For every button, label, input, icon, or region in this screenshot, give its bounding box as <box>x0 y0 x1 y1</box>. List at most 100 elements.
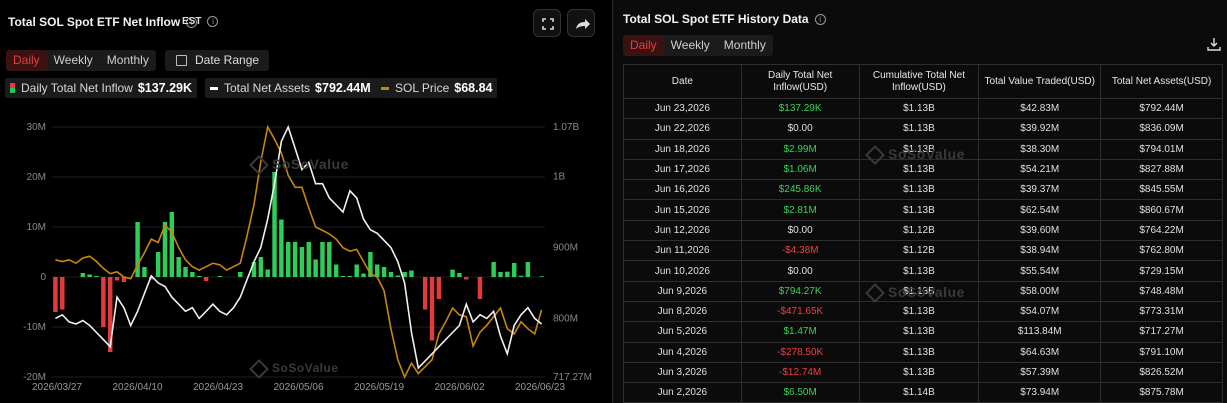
table-row[interactable]: Jun 3,2026 -$12.74M $1.13B $57.39M $826.52M <box>623 361 1223 384</box>
legend-value: $792.44M <box>315 81 371 95</box>
cell-cumulative: $1.13B <box>858 341 980 363</box>
cell-date: Jun 18,2026 <box>623 138 742 160</box>
table-row[interactable]: Jun 12,2026 $0.00 $1.12B $39.60M $764.22M <box>623 219 1223 242</box>
watermark: SoSoValue <box>865 145 965 166</box>
inflow-bar <box>286 242 291 277</box>
cell-daily-inflow: -$12.74M <box>740 361 860 384</box>
net-inflow-chart[interactable]: 30M 20M 10M 0 -10M -20M 1.07B 1B 900M 800M 717.27M… <box>0 110 612 403</box>
table-row[interactable]: Jun 15,2026 $2.81M $1.13B $62.54M $860.67M <box>623 199 1223 221</box>
cell-daily-inflow: $0.00 <box>740 260 860 282</box>
share-icon <box>576 19 590 29</box>
table-row[interactable]: Jun 22,2026 $0.00 $1.13B $39.92M $836.09M <box>623 118 1223 140</box>
inflow-bar <box>107 277 113 352</box>
inflow-bar <box>539 276 544 277</box>
legend-net-inflow[interactable]: Daily Total Net Inflow $137.29K <box>5 78 198 98</box>
legend-label: Total Net Assets <box>224 81 311 95</box>
y-tick-label: 30M <box>27 122 46 133</box>
inflow-bar <box>190 272 195 277</box>
inflow-bar <box>429 277 435 341</box>
fullscreen-icon <box>542 18 554 30</box>
x-tick-label: 2026/06/23 <box>515 382 565 393</box>
cell-date: Jun 22,2026 <box>623 118 742 140</box>
watermark-bottom: SoSoValue <box>249 358 339 379</box>
inflow-bar <box>60 277 65 310</box>
y2-tick-label: 900M <box>553 242 578 253</box>
inflow-bar <box>155 252 161 277</box>
tab-daily[interactable]: Daily <box>6 50 47 71</box>
info-icon[interactable]: i <box>186 17 198 29</box>
legend-label: Daily Total Net Inflow <box>21 81 133 95</box>
table-row[interactable]: Jun 2,2026 $6.50M $1.14B $73.94M $875.78M <box>623 382 1223 403</box>
cell-net-assets: $773.31M <box>1100 300 1223 323</box>
table-row[interactable]: Jun 10,2026 $0.00 $1.13B $55.54M $729.15M <box>623 260 1223 282</box>
cell-value-traded: $54.21M <box>978 158 1102 181</box>
inflow-bar <box>422 277 428 310</box>
cell-cumulative: $1.12B <box>858 219 980 242</box>
fullscreen-button[interactable] <box>533 9 561 37</box>
cell-daily-inflow: $794.27K <box>740 280 860 302</box>
tab-monthly[interactable]: Monthly <box>723 38 766 52</box>
tab-daily[interactable]: Daily <box>623 35 664 56</box>
tab-weekly[interactable]: Weekly <box>53 53 93 67</box>
inflow-bar <box>299 247 305 277</box>
inflow-bar <box>114 277 120 281</box>
col-value-traded[interactable]: Total Value Traded(USD) <box>978 64 1102 99</box>
inflow-bar <box>203 277 209 281</box>
assets-swatch <box>210 86 218 90</box>
history-period-tabs: Daily Weekly Monthly <box>623 35 773 56</box>
x-tick-label: 2026/05/19 <box>354 382 404 393</box>
inflow-bar <box>87 274 92 277</box>
legend-sol-price[interactable]: SOL Price $68.84 <box>376 78 498 98</box>
inflow-bar <box>457 273 462 277</box>
cell-value-traded: $57.39M <box>978 361 1102 384</box>
cell-date: Jun 4,2026 <box>623 341 742 363</box>
cell-date: Jun 9,2026 <box>623 280 742 302</box>
cell-net-assets: $826.52M <box>1100 361 1223 384</box>
table-row[interactable]: Jun 5,2026 $1.47M $1.13B $113.84M $717.27M <box>623 321 1223 343</box>
table-row[interactable]: Jun 23,2026 $137.29K $1.13B $42.83M $792.44M <box>623 97 1223 120</box>
cell-daily-inflow: $0.00 <box>740 219 860 242</box>
col-daily-inflow[interactable]: Daily Total Net Inflow(USD) <box>740 64 860 99</box>
cell-date: Jun 3,2026 <box>623 361 742 384</box>
col-net-assets[interactable]: Total Net Assets(USD) <box>1100 64 1223 99</box>
inflow-bar <box>340 276 346 277</box>
col-cumulative[interactable]: Cumulative Total Net Inflow(USD) <box>858 64 980 99</box>
chart-title: Total SOL Spot ETF Net Inflow i <box>8 15 198 29</box>
cell-value-traded: $64.63M <box>978 341 1102 363</box>
tab-monthly[interactable]: Monthly <box>106 53 149 67</box>
y2-tick-label: 1.07B <box>553 122 579 133</box>
table-row[interactable]: Jun 16,2026 $245.86K $1.13B $39.37M $845.55M <box>623 179 1223 201</box>
cell-value-traded: $39.92M <box>978 118 1102 140</box>
inflow-bar <box>375 264 380 277</box>
cell-daily-inflow: -$4.38M <box>740 240 860 262</box>
cell-net-assets: $748.48M <box>1100 280 1223 302</box>
tab-weekly[interactable]: Weekly <box>670 38 710 52</box>
inflow-bar <box>450 269 455 277</box>
download-icon[interactable] <box>1207 37 1221 51</box>
cell-date: Jun 17,2026 <box>623 158 742 181</box>
legend-total-net-assets[interactable]: Total Net Assets $792.44M <box>205 78 376 98</box>
inflow-bar <box>196 276 202 277</box>
y-tick-label: -20M <box>23 372 46 383</box>
cell-value-traded: $39.37M <box>978 179 1102 201</box>
inflow-bar <box>368 252 373 277</box>
cell-value-traded: $55.54M <box>978 260 1102 282</box>
x-tick-label: 2026/06/02 <box>434 382 484 393</box>
table-row[interactable]: Jun 8,2026 -$471.65K $1.13B $54.07M $773.31M <box>623 300 1223 323</box>
inflow-bar <box>518 275 524 277</box>
table-row[interactable]: Jun 11,2026 -$4.38M $1.12B $38.94M $762.80M <box>623 240 1223 262</box>
timezone-info-icon[interactable]: i <box>207 16 219 27</box>
table-row[interactable]: Jun 4,2026 -$278.50K $1.13B $64.63M $791.10M <box>623 341 1223 363</box>
info-icon[interactable]: i <box>814 14 826 26</box>
inflow-bar <box>101 277 106 327</box>
cell-cumulative: $1.12B <box>858 240 980 262</box>
col-date[interactable]: Date <box>623 64 742 99</box>
table-row[interactable]: Jun 17,2026 $1.06M $1.13B $54.21M $827.88M <box>623 158 1223 181</box>
date-range-button[interactable]: Date Range <box>165 50 269 71</box>
cell-cumulative: $1.13B <box>858 321 980 343</box>
cell-date: Jun 23,2026 <box>623 97 742 120</box>
legend-value: $68.84 <box>454 81 493 95</box>
share-button[interactable] <box>567 9 595 37</box>
cell-value-traded: $62.54M <box>978 199 1102 221</box>
inflow-bar <box>511 262 517 277</box>
